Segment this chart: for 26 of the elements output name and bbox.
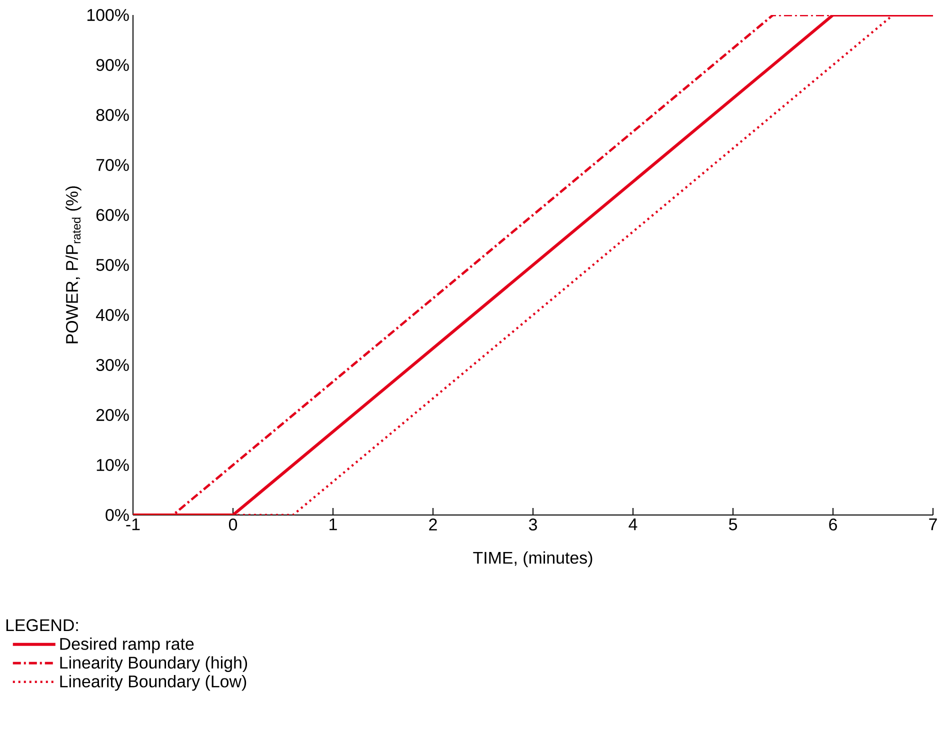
y-tick-label: 40% (96, 309, 129, 321)
y-tick-label: 60% (96, 209, 129, 221)
x-tick-label: 7 (929, 518, 937, 530)
y-tick-label: 20% (96, 409, 129, 421)
x-tick-label: 0 (228, 518, 238, 531)
x-tick-label: 6 (829, 518, 837, 531)
x-tick-label: 2 (429, 518, 437, 530)
y-tick-label: 30% (96, 359, 129, 371)
x-tick-label: 4 (628, 518, 638, 530)
y-axis-title: POWER, P/P$_{rated}$ (%) (66, 186, 82, 344)
legend-label: Linearity Boundary (Low) (60, 675, 246, 691)
y-tick-label: 50% (96, 259, 129, 271)
x-tick-label: 1 (330, 518, 337, 530)
legend-title: LEGEND: (6, 619, 78, 632)
legend-label: Linearity Boundary (high) (60, 656, 248, 672)
y-tick-label: 80% (96, 108, 129, 121)
x-tick-label: 3 (528, 518, 537, 531)
x-tick-label: 5 (728, 518, 737, 530)
legend-label: Desired ramp rate (60, 637, 194, 654)
y-tick-label: 70% (96, 159, 129, 171)
y-tick-label: 100% (87, 8, 129, 21)
x-tick-label: -1 (126, 518, 140, 530)
y-tick-label: 10% (96, 459, 129, 471)
x-axis-title: TIME, (minutes) (473, 551, 592, 568)
y-tick-label: 90% (96, 58, 129, 71)
y-tick-label: 0% (106, 509, 129, 521)
